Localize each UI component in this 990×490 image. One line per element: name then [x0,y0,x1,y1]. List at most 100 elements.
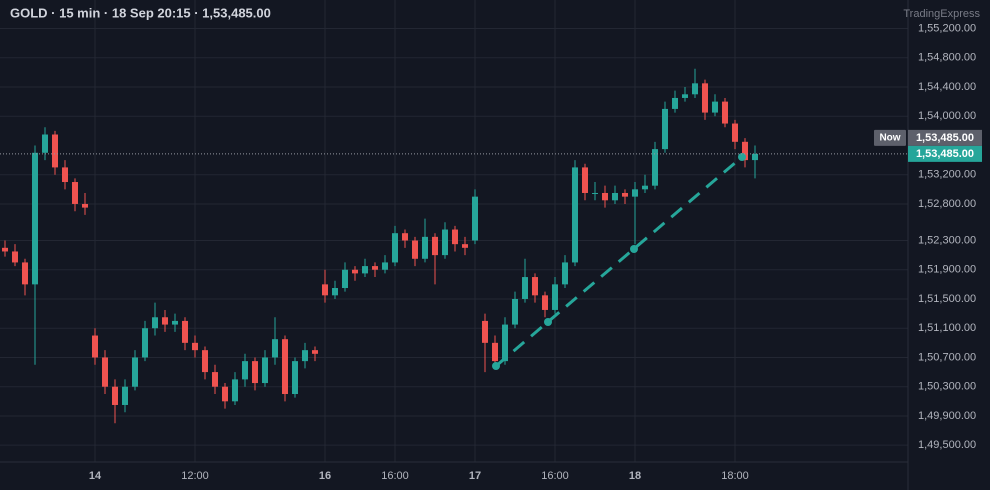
candle-body [482,320,488,343]
candle-body [362,266,368,274]
candle-body [562,262,568,285]
candle-body [152,317,158,329]
y-tick-label: 1,51,100.00 [918,322,976,334]
candle-body [352,269,358,274]
candle-body [172,320,178,325]
candle-body [202,350,208,373]
candle-body [342,269,348,289]
candle-body [592,192,598,194]
candle-body [232,379,238,402]
candle-body [512,298,518,325]
brand: TradingExpress [903,8,980,20]
candle-body [382,262,388,270]
trend-point [544,318,552,326]
trend-point [492,362,500,370]
now-badge [874,129,906,146]
candle-body [472,196,478,241]
candle-body [722,101,728,124]
candle-body [242,361,248,380]
candle-body [252,361,258,384]
axes: 1,49,500.00 1,49,900.00 1,50,300.00 1,50,70… [0,22,982,482]
candle-body [422,236,428,259]
candle-body [502,324,508,362]
candles [2,68,758,424]
candle-body [432,236,438,256]
candle-body [752,153,758,161]
candle-body [312,350,318,354]
candle-body [702,83,708,113]
candle-body [42,134,48,153]
candle-body [462,244,468,248]
candle-body [612,192,618,201]
y-tick-label: 1,55,200.00 [918,22,976,34]
countdown-box [908,129,982,146]
candle-body [162,317,168,325]
candle-body [662,108,668,150]
candle-body [12,251,18,263]
candle-body [552,284,558,310]
x-tick-label: 16 [319,470,331,482]
candle-body [212,372,218,387]
x-tick-label: 12:00 [181,470,209,482]
y-tick-label: 1,49,900.00 [918,410,976,422]
candle-body [92,335,98,358]
candle-body [122,386,128,405]
y-tick-label: 1,53,200.00 [918,169,976,181]
candle-body [412,240,418,259]
candle-body [32,152,38,285]
candle-body [272,339,278,358]
y-tick-label: 1,50,700.00 [918,351,976,363]
x-tick-label: 16:00 [381,470,409,482]
candle-body [522,277,528,299]
candle-body [642,185,648,190]
x-tick-label: 17 [469,470,481,482]
candle-body [602,192,608,201]
now-price-label: 1,53,485.00 [916,132,974,144]
candle-body [262,357,268,384]
candle-body [282,339,288,395]
candle-body [372,266,378,270]
candle-body [622,192,628,197]
x-tick-label: 16:00 [541,470,569,482]
y-tick-label: 1,52,300.00 [918,234,976,246]
candle-body [732,123,738,142]
candle-body [742,141,748,161]
y-tick-label: 1,49,500.00 [918,439,976,451]
candle-body [112,386,118,405]
candle-body [82,203,88,208]
candle-body [22,262,28,285]
candle-body [492,342,498,362]
candle-body [452,229,458,245]
chart-title: GOLD · 15 min · 18 Sep 20:15 · 1,53,485.… [10,5,271,20]
candle-body [132,357,138,387]
y-tick-label: 1,50,300.00 [918,381,976,393]
candle-body [222,386,228,402]
last-price-label: 1,53,485.00 [916,148,974,160]
y-tick-label: 1,51,500.00 [918,293,976,305]
candle-body [302,350,308,362]
candle-body [62,167,68,183]
trend-line [495,155,743,368]
y-tick-label: 1,54,400.00 [918,81,976,93]
x-tick-label: 14 [89,470,102,482]
candle-body [582,167,588,193]
trend-point [630,245,638,253]
candle-body [572,167,578,263]
candle-body [672,97,678,109]
candle-body [142,328,148,358]
y-tick-label: 1,52,800.00 [918,198,976,210]
last-price-box [908,145,982,162]
candle-body [332,288,338,296]
candle-body [532,277,538,296]
candle-body [292,361,298,395]
now-label: Now [879,133,900,144]
candle-body [2,247,8,252]
candle-body [692,83,698,95]
candle-body [632,189,638,197]
candle-body [102,357,108,387]
trend-point [738,153,746,161]
y-tick-label: 1,51,900.00 [918,264,976,276]
candle-body [652,149,658,186]
y-tick-label: 1,54,000.00 [918,110,976,122]
